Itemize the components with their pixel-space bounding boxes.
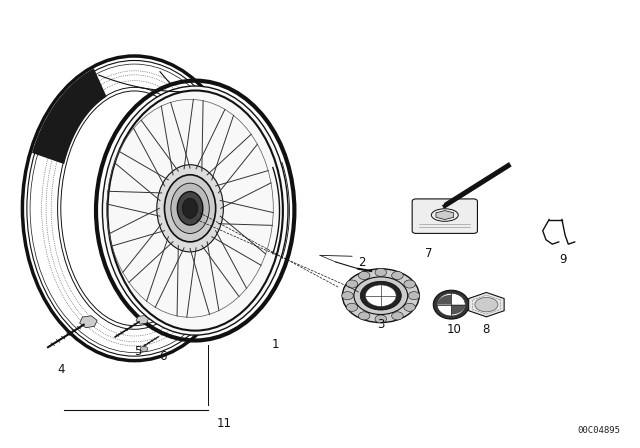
Circle shape — [375, 268, 387, 276]
Polygon shape — [468, 293, 504, 317]
Polygon shape — [436, 211, 454, 220]
Ellipse shape — [433, 290, 469, 319]
Text: 3: 3 — [377, 318, 385, 332]
Wedge shape — [451, 305, 465, 314]
Text: 8: 8 — [483, 323, 490, 336]
Circle shape — [346, 303, 358, 311]
Text: 9: 9 — [559, 253, 567, 267]
Circle shape — [342, 292, 353, 300]
Circle shape — [346, 280, 358, 288]
Ellipse shape — [157, 165, 223, 252]
Circle shape — [408, 292, 420, 300]
Wedge shape — [437, 295, 451, 305]
Ellipse shape — [354, 277, 408, 314]
Ellipse shape — [437, 293, 465, 316]
Ellipse shape — [342, 269, 419, 323]
Ellipse shape — [371, 270, 378, 274]
Circle shape — [358, 312, 370, 320]
Ellipse shape — [475, 297, 498, 312]
Circle shape — [358, 271, 370, 280]
Text: 10: 10 — [447, 323, 462, 336]
Circle shape — [404, 303, 415, 311]
Text: 00C04895: 00C04895 — [578, 426, 621, 435]
Ellipse shape — [102, 86, 288, 335]
Ellipse shape — [365, 285, 396, 306]
Circle shape — [140, 346, 148, 352]
Text: 1: 1 — [271, 338, 279, 352]
FancyBboxPatch shape — [412, 199, 477, 233]
Circle shape — [375, 315, 387, 323]
Ellipse shape — [182, 198, 198, 218]
Polygon shape — [79, 316, 97, 327]
Text: 5: 5 — [134, 345, 141, 358]
Circle shape — [392, 271, 403, 280]
Text: 7: 7 — [425, 246, 433, 260]
Text: 2: 2 — [358, 255, 365, 269]
Ellipse shape — [360, 281, 401, 310]
Polygon shape — [136, 315, 148, 324]
Text: 4: 4 — [57, 363, 65, 376]
Text: 6: 6 — [159, 349, 167, 363]
Ellipse shape — [177, 192, 203, 225]
Text: 11: 11 — [216, 417, 232, 430]
Circle shape — [404, 280, 415, 288]
Ellipse shape — [164, 175, 216, 242]
Ellipse shape — [171, 183, 209, 233]
Polygon shape — [32, 69, 107, 164]
Circle shape — [392, 312, 403, 320]
